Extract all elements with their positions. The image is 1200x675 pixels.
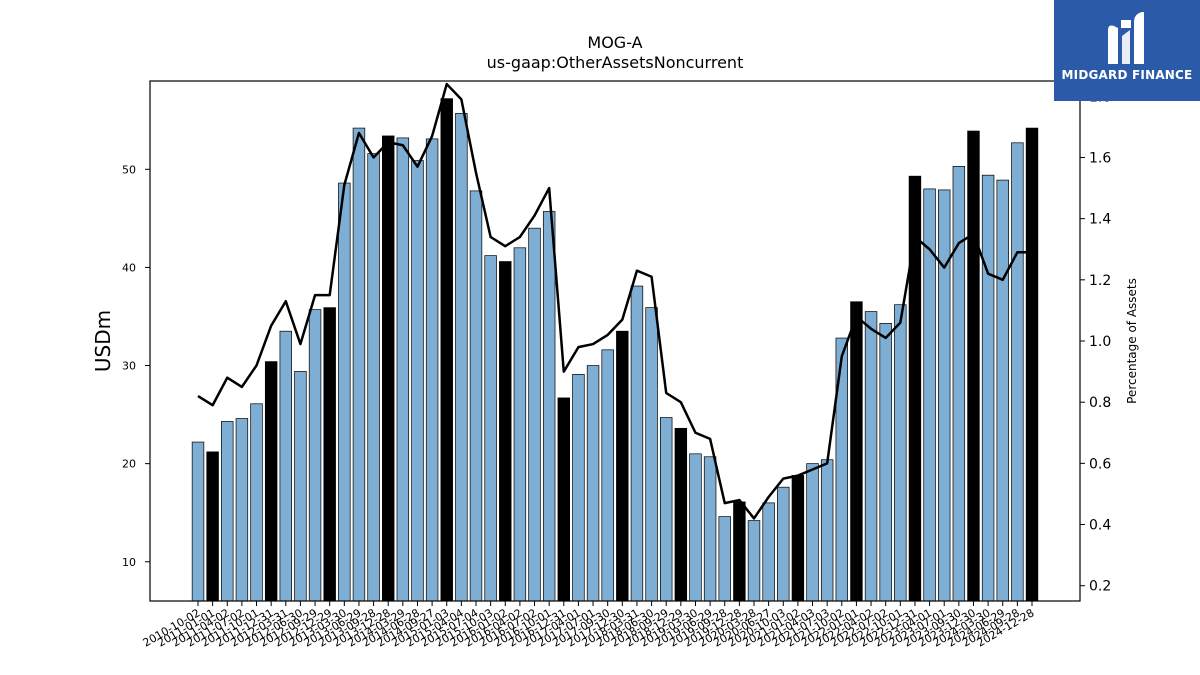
y2-axis-label: Percentage of Assets	[1125, 278, 1139, 404]
bar-16	[425, 138, 439, 602]
bar-7	[294, 371, 307, 602]
bar-43	[820, 459, 834, 602]
bar-0	[191, 441, 205, 602]
bar-4	[250, 403, 263, 602]
bar-26	[572, 374, 585, 602]
x-axis: 2010-10-022011-01-012011-04-022011-07-02…	[141, 601, 1037, 650]
bar-21	[499, 261, 512, 602]
y-tick-label-3: 40	[122, 261, 136, 274]
bar-46	[864, 311, 878, 602]
bar-47	[879, 322, 892, 602]
y-tick-label-4: 50	[122, 163, 136, 176]
bar-38	[747, 520, 761, 602]
bar-18	[455, 113, 468, 602]
bar-48	[894, 304, 907, 602]
bar-25	[557, 397, 571, 602]
y-axis-label: USDm	[91, 310, 115, 372]
bar-54	[981, 174, 995, 602]
y-tick-label-0: 10	[122, 556, 136, 569]
chart-subtitle: us-gaap:OtherAssetsNoncurrent	[487, 53, 744, 72]
bar-40	[777, 486, 790, 602]
bar-32	[660, 417, 673, 602]
bar-41	[791, 475, 805, 602]
y2-tick-label-1: 0.4	[1089, 518, 1111, 534]
bar-28	[601, 349, 614, 602]
bar-14	[396, 137, 410, 602]
chart-title: MOG-A	[587, 33, 642, 52]
brand-name: MIDGARD FINANCE	[1061, 68, 1193, 82]
bar-30	[630, 285, 644, 602]
bar-19	[469, 190, 483, 602]
bar-35	[703, 456, 717, 602]
bar-31	[645, 307, 658, 602]
bar-6	[279, 330, 293, 602]
bar-51	[938, 189, 951, 602]
y2-tick-label-3: 0.8	[1089, 395, 1111, 411]
bar-37	[733, 501, 746, 602]
y-tick-label-1: 20	[122, 458, 136, 471]
bar-9	[323, 307, 336, 602]
y2-tick-label-4: 1.0	[1089, 334, 1111, 350]
bar-5	[264, 361, 278, 602]
y2-tick-label-0: 0.2	[1089, 579, 1111, 595]
bar-36	[718, 516, 731, 602]
bar-17	[440, 98, 453, 602]
bar-57	[1025, 127, 1039, 602]
pct-assets-line	[197, 82, 1032, 520]
y2-tick-label-6: 1.4	[1089, 212, 1111, 228]
bar-22	[513, 247, 527, 602]
bar-12	[367, 153, 380, 602]
bar-11	[352, 127, 366, 602]
bar-55	[996, 179, 1009, 602]
bar-39	[762, 502, 775, 602]
bar-8	[308, 309, 322, 602]
y2-axis: 0.20.40.60.81.01.21.41.61.8	[1080, 89, 1111, 595]
midgard-logo-icon	[1108, 12, 1144, 64]
bar-27	[586, 365, 600, 602]
bar-2	[221, 421, 234, 602]
y2-tick-label-5: 1.2	[1089, 273, 1111, 289]
bar-3	[235, 418, 249, 602]
bars-group	[191, 98, 1039, 602]
bar-45	[850, 301, 863, 602]
bar-56	[1011, 142, 1024, 602]
bar-29	[616, 330, 629, 602]
bar-52	[952, 166, 966, 602]
bar-20	[484, 255, 497, 602]
y-tick-label-2: 30	[122, 360, 136, 373]
bar-23	[528, 227, 541, 602]
y2-tick-label-7: 1.6	[1089, 150, 1111, 166]
brand-logo: MIDGARD FINANCE	[1054, 0, 1200, 101]
y-axis: 10 20 30 40 50	[122, 163, 150, 569]
bar-33	[674, 427, 688, 602]
y2-tick-label-2: 0.6	[1089, 456, 1111, 472]
bar-42	[806, 463, 819, 602]
bar-34	[689, 453, 702, 602]
bar-10	[338, 182, 351, 602]
bar-53	[967, 130, 980, 602]
bar-24	[542, 211, 556, 602]
bar-13	[382, 135, 395, 602]
line-group	[197, 82, 1032, 520]
bar-15	[411, 160, 424, 602]
bar-1	[206, 451, 219, 602]
